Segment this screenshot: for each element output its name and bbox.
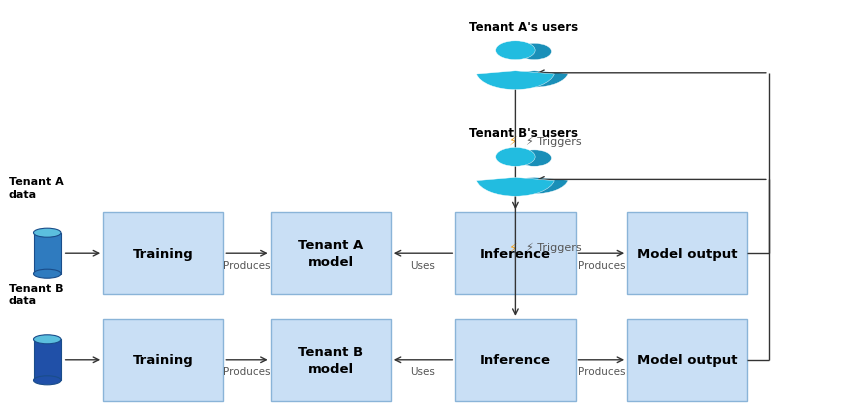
Text: Produces: Produces [223,366,271,376]
Text: Tenant B
model: Tenant B model [298,345,363,375]
Bar [34,339,61,380]
Wedge shape [501,72,568,88]
Ellipse shape [34,335,61,344]
Text: Tenant B
data: Tenant B data [9,283,63,306]
FancyBboxPatch shape [103,319,223,401]
Text: ⚡: ⚡ [509,135,517,148]
FancyBboxPatch shape [627,319,747,401]
Text: Model output: Model output [637,247,737,260]
Text: Uses: Uses [411,260,436,270]
FancyBboxPatch shape [627,213,747,294]
Bar [34,233,61,274]
Text: Training: Training [133,353,193,366]
Text: Produces: Produces [577,366,625,376]
FancyBboxPatch shape [103,213,223,294]
Text: Tenant A
model: Tenant A model [298,238,363,269]
Circle shape [496,42,535,61]
Text: Tenant A's users: Tenant A's users [469,20,579,34]
Ellipse shape [34,376,61,385]
Text: Training: Training [133,247,193,260]
Text: Produces: Produces [577,260,625,270]
Text: ⚡: ⚡ [509,241,517,254]
Text: ⚡ Triggers: ⚡ Triggers [526,136,582,146]
Ellipse shape [34,270,61,279]
Circle shape [517,44,551,61]
Wedge shape [477,72,554,90]
Text: Inference: Inference [480,353,551,366]
FancyBboxPatch shape [455,319,576,401]
Text: ⚡ Triggers: ⚡ Triggers [526,243,582,252]
FancyBboxPatch shape [455,213,576,294]
Text: Tenant A
data: Tenant A data [9,177,64,199]
Wedge shape [477,178,554,197]
Wedge shape [501,178,568,194]
Circle shape [496,148,535,167]
Text: Tenant B's users: Tenant B's users [470,127,578,140]
Text: Inference: Inference [480,247,551,260]
Text: Uses: Uses [411,366,436,376]
FancyBboxPatch shape [271,319,391,401]
Text: Produces: Produces [223,260,271,270]
Circle shape [517,151,551,167]
Text: Model output: Model output [637,353,737,366]
Ellipse shape [34,229,61,238]
FancyBboxPatch shape [271,213,391,294]
